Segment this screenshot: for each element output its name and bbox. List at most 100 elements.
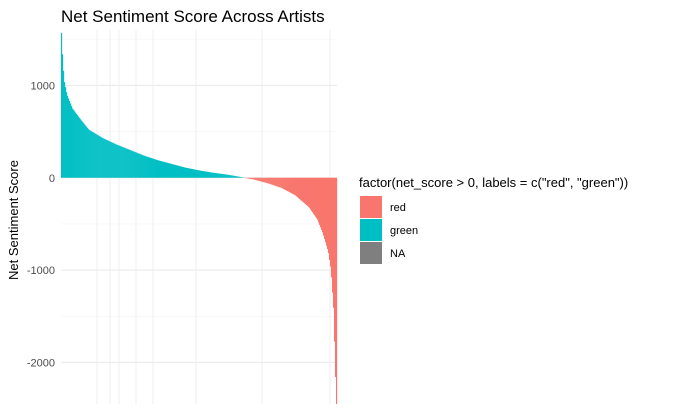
bar [67,95,69,178]
bar [123,147,125,178]
bar [122,147,124,178]
bar [78,116,80,178]
bar [112,142,114,178]
bar [265,177,267,183]
bar [140,154,142,178]
legend-title: factor(net_score > 0, labels = c("red", … [359,175,628,190]
bar [305,177,308,206]
bar [88,129,90,178]
bar [205,171,207,178]
bar [273,177,275,186]
bar [276,177,278,187]
bar [208,172,210,178]
bar [102,137,104,178]
bar [264,177,266,183]
bar [239,176,241,178]
bar [172,164,174,178]
bar [294,177,296,196]
bar [132,151,134,178]
bar [74,111,76,178]
bar [179,166,181,178]
bar [334,177,337,378]
bar [290,177,292,194]
bar [297,177,300,199]
bar [171,164,173,178]
bar [254,177,256,180]
bar [277,177,279,187]
bar [299,177,302,200]
bar [258,177,260,181]
bar [97,134,99,178]
bar [336,177,338,404]
bar [100,136,102,178]
bar [148,157,150,178]
bar [212,172,214,178]
bar [230,175,232,178]
bar [89,130,91,178]
bar [268,177,270,184]
bar [161,161,163,178]
bar [311,177,314,213]
bar [275,177,277,187]
bar [87,128,89,178]
bar [232,175,234,178]
bar [259,177,261,182]
bar [328,177,331,260]
bar [164,162,166,178]
bar [79,117,81,178]
bar [197,170,199,178]
bar [174,164,176,178]
bar [77,115,79,178]
bar [269,177,271,185]
bar [96,134,98,178]
bar [136,152,138,178]
bar [221,173,223,178]
bar [176,165,178,178]
bar [331,177,334,293]
bar [113,143,115,178]
bar [162,161,164,178]
bar [222,174,224,178]
bar [155,159,157,178]
bar [84,124,86,178]
bar [284,177,286,190]
bar [285,177,287,191]
bar [323,177,326,239]
bar [117,144,119,178]
bar [287,177,289,192]
bar [63,70,65,178]
bar [92,131,94,178]
bar [151,158,153,178]
bar [62,54,64,178]
bar [144,155,146,178]
bar [134,151,136,178]
bar [86,126,88,178]
bar [293,177,295,195]
bar [279,177,281,188]
bar [167,162,169,178]
bar [271,177,273,185]
bar [304,177,307,205]
bar [147,156,149,178]
bar [192,169,194,178]
bar [233,175,235,178]
bar [310,177,313,211]
bar [195,169,197,178]
bar [168,163,170,178]
bar [267,177,269,184]
bar [185,167,187,178]
bar [130,150,132,178]
bar [215,173,217,178]
y-tick-label: -1000 [27,265,55,277]
bar [149,157,151,178]
bar [219,173,221,178]
bar [109,141,111,178]
bar [202,171,204,178]
bar [121,146,123,178]
bar [186,167,188,178]
bar [165,162,167,178]
bar [274,177,276,186]
bar [190,168,192,178]
bar [104,138,106,178]
bar [313,177,316,216]
